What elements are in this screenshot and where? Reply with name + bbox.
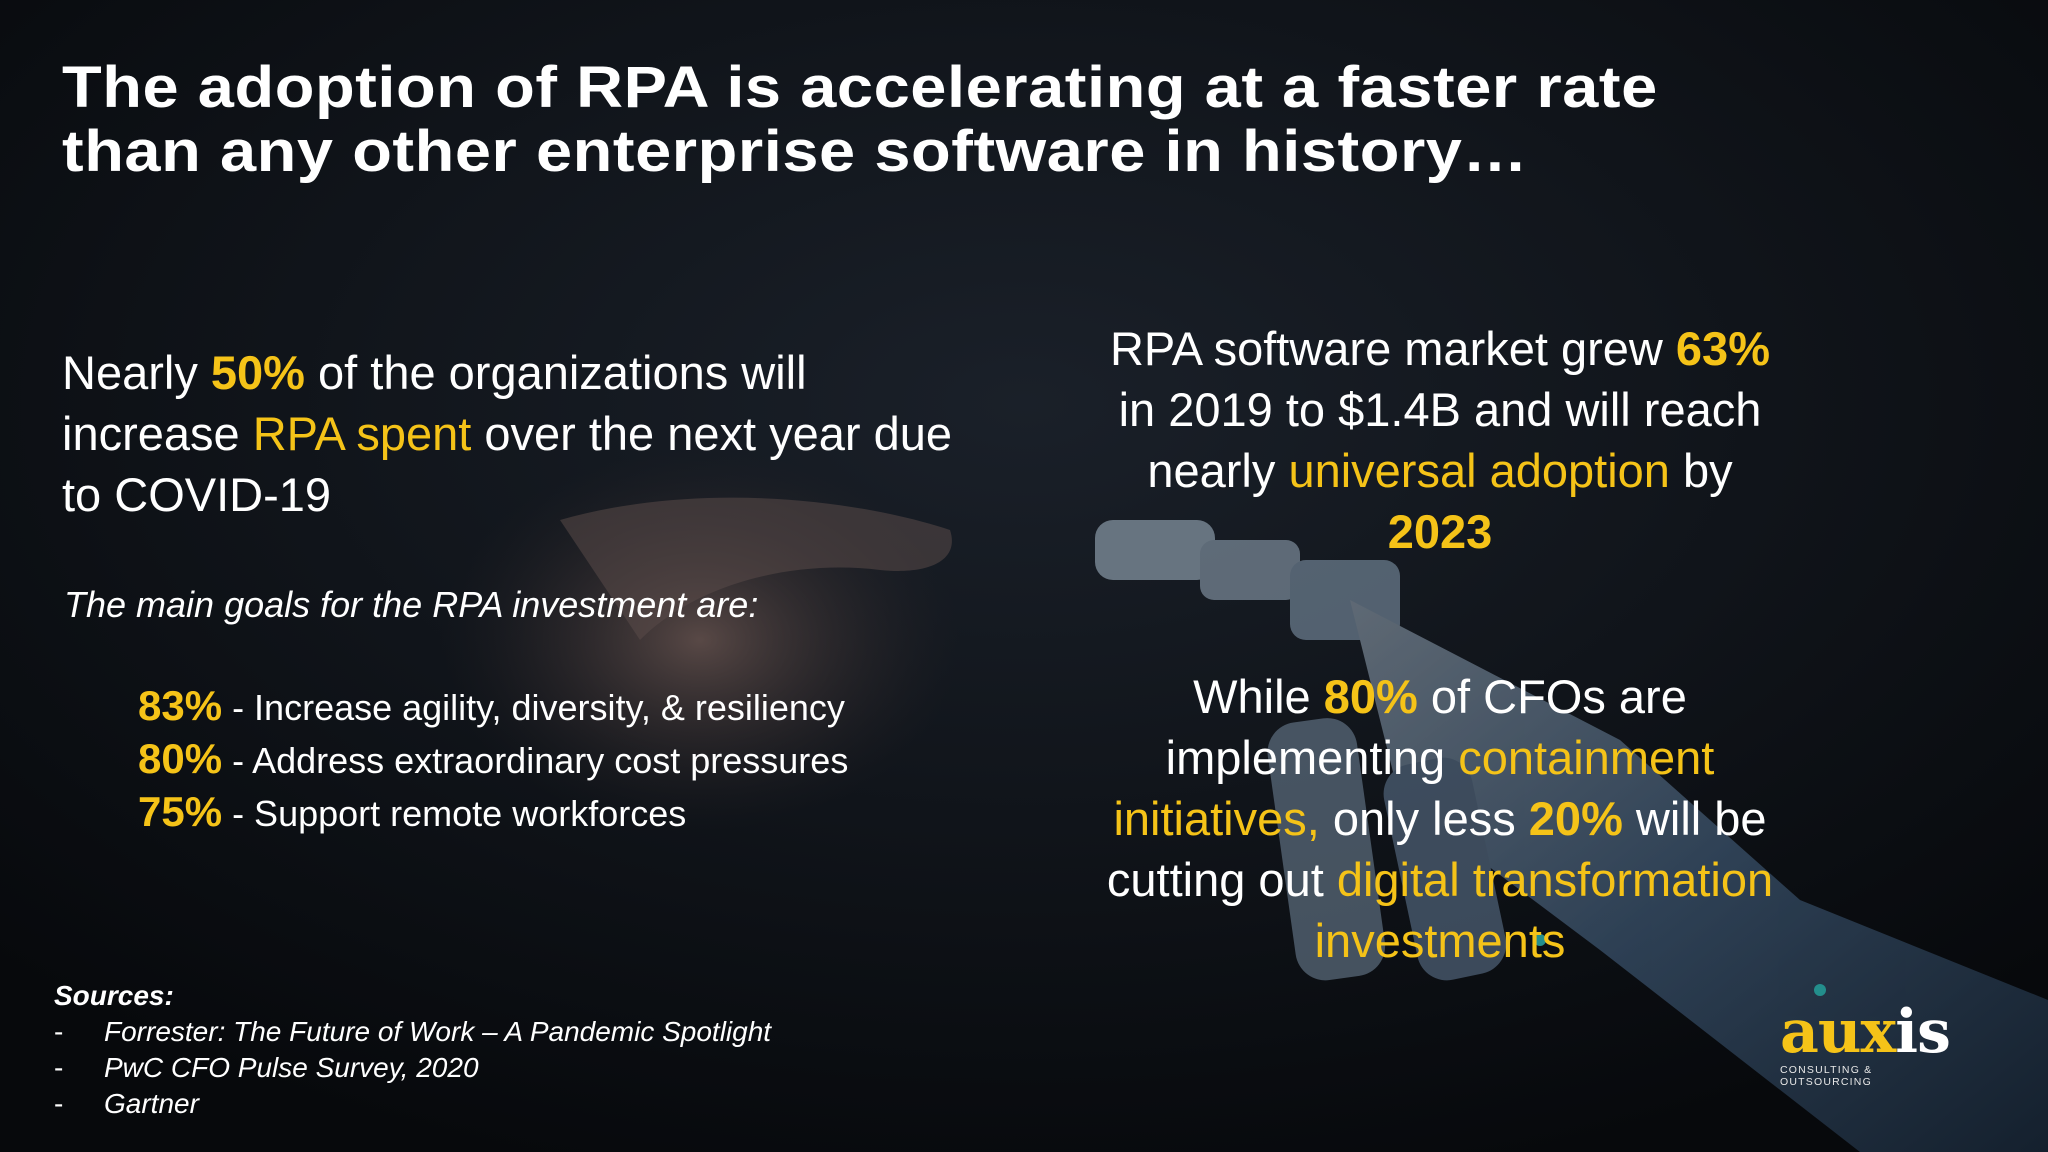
cfo-statement: While 80% of CFOs are implementing conta…: [1106, 670, 1774, 967]
highlight-containment-initiatives: containment initiatives,: [1113, 731, 1715, 845]
goal-item: 83% - Increase agility, diversity, & res…: [138, 682, 845, 729]
highlight-universal-adoption: universal adoption: [1288, 444, 1670, 497]
stat-63-percent: 63%: [1675, 322, 1770, 375]
stat-year-2023: 2023: [1387, 505, 1493, 558]
sources-heading: Sources:: [54, 980, 174, 1011]
slide-title: The adoption of RPA is accelerating at a…: [62, 55, 1658, 184]
stat-50-percent: 50%: [210, 346, 305, 399]
source-item: - Forrester: The Future of Work – A Pande…: [54, 1016, 772, 1047]
goal-item: 80% - Address extraordinary cost pressur…: [138, 735, 849, 782]
market-growth-statement: RPA software market grew 63% in 2019 to …: [1109, 322, 1770, 558]
covid-rpa-spend-statement: Nearly 50% of the organizations will inc…: [62, 346, 953, 521]
sources: Sources: - Forrester: The Future of Work …: [54, 978, 771, 1122]
highlight-digital-transformation: digital transformation investments: [1314, 853, 1774, 967]
goals-list: 83% - Increase agility, diversity, & res…: [138, 680, 848, 839]
stat-80-percent: 80%: [1323, 670, 1418, 723]
logo-tagline: CONSULTING & OUTSOURCING: [1780, 1064, 1873, 1088]
highlight-rpa-spent: RPA spent: [252, 407, 472, 460]
auxis-logo: auxis CONSULTING & OUTSOURCING: [1780, 1002, 1960, 1088]
goal-item: 75% - Support remote workforces: [138, 788, 687, 835]
stat-20-percent: 20%: [1528, 792, 1623, 845]
source-item: - PwC CFO Pulse Survey, 2020: [54, 1052, 479, 1083]
goals-intro: The main goals for the RPA investment ar…: [64, 584, 759, 625]
source-item: - Gartner: [54, 1088, 199, 1119]
